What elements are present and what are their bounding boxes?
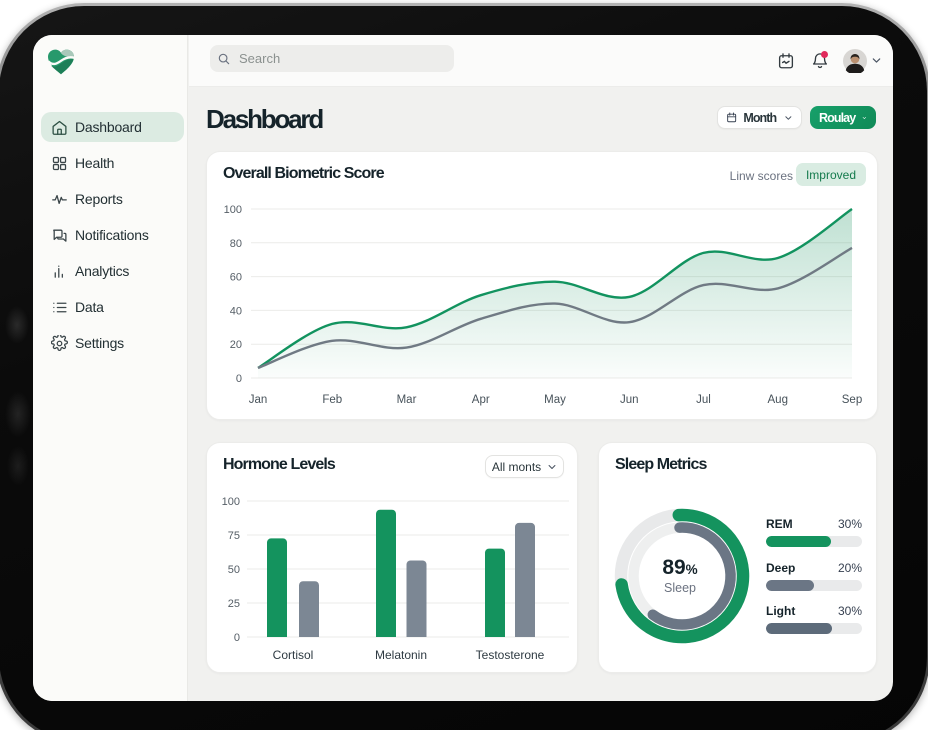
svg-text:Jan: Jan — [249, 394, 268, 406]
svg-text:Sep: Sep — [842, 394, 862, 406]
svg-text:Mar: Mar — [397, 394, 417, 406]
svg-text:40: 40 — [230, 305, 242, 317]
svg-text:May: May — [544, 394, 566, 406]
svg-text:0: 0 — [234, 632, 240, 644]
svg-text:0: 0 — [236, 373, 242, 385]
svg-text:100: 100 — [224, 204, 242, 216]
svg-text:Testosterone: Testosterone — [476, 648, 545, 662]
svg-text:Jun: Jun — [620, 394, 639, 406]
svg-text:100: 100 — [222, 496, 240, 508]
svg-text:Feb: Feb — [322, 394, 342, 406]
svg-text:50: 50 — [228, 564, 240, 576]
svg-text:Apr: Apr — [472, 394, 490, 406]
svg-text:25: 25 — [228, 598, 240, 610]
svg-text:Aug: Aug — [768, 394, 788, 406]
svg-text:60: 60 — [230, 272, 242, 284]
svg-text:Cortisol: Cortisol — [273, 648, 314, 662]
svg-text:Melatonin: Melatonin — [375, 648, 427, 662]
svg-text:20: 20 — [230, 339, 242, 351]
svg-text:80: 80 — [230, 238, 242, 250]
svg-text:75: 75 — [228, 530, 240, 542]
svg-text:Jul: Jul — [696, 394, 711, 406]
